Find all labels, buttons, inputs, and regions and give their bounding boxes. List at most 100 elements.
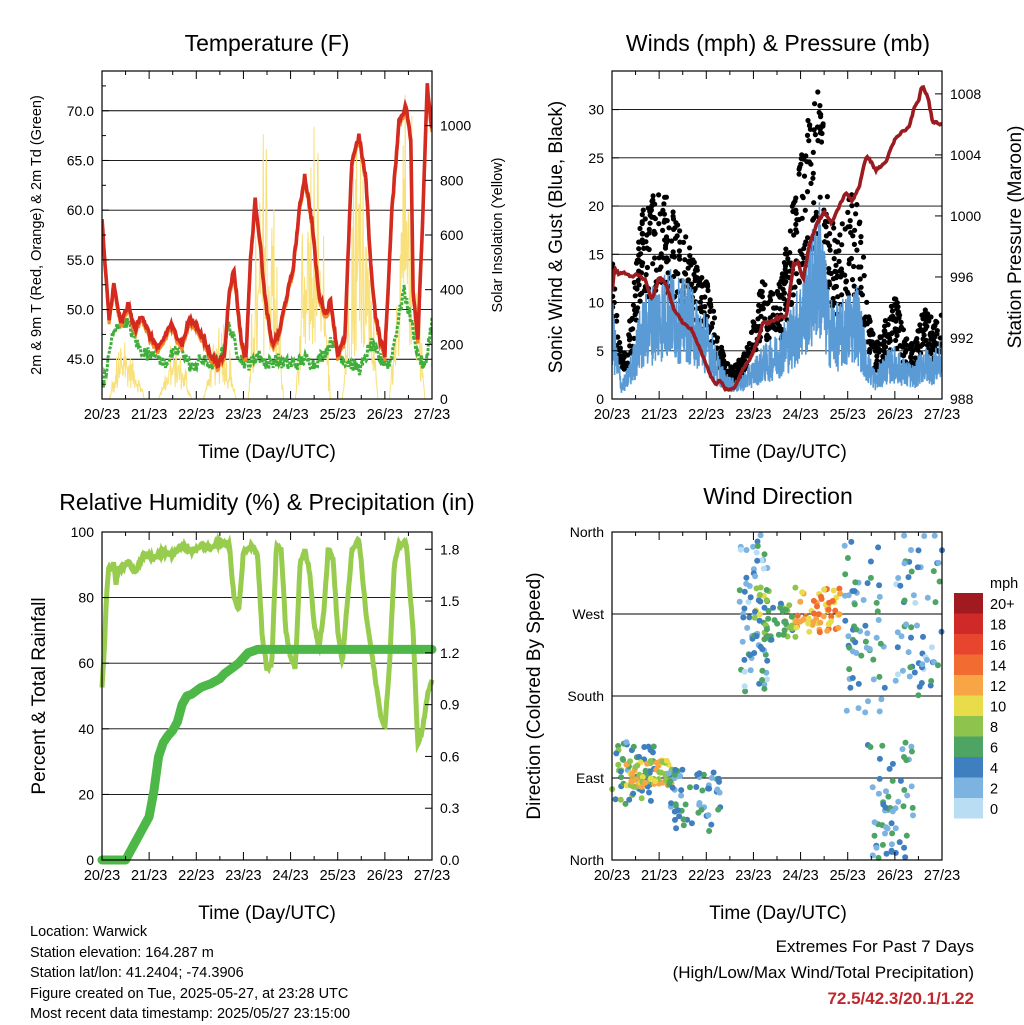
gust-point	[682, 270, 688, 276]
direction-point	[793, 624, 800, 631]
direction-point	[832, 607, 839, 614]
gust-point	[790, 292, 796, 298]
gust-point	[683, 234, 689, 240]
gust-point	[913, 345, 919, 351]
direction-point	[895, 798, 902, 805]
gust-point	[851, 283, 857, 289]
y-tick-label: 100	[71, 524, 95, 540]
gust-point	[926, 341, 932, 347]
gust-point	[867, 346, 873, 352]
gust-point	[782, 263, 789, 269]
direction-point	[869, 852, 876, 859]
direction-point	[908, 748, 915, 755]
gust-point	[787, 228, 794, 234]
gust-point	[633, 260, 640, 266]
gust-point	[889, 308, 896, 314]
direction-point	[849, 648, 856, 655]
direction-point	[678, 787, 685, 794]
direction-point	[876, 673, 883, 680]
x-tick-label: 22/23	[688, 407, 724, 423]
y-tick-label: 80	[78, 590, 94, 606]
gust-point	[771, 325, 778, 331]
gust-point	[844, 289, 851, 295]
direction-point	[894, 644, 901, 651]
x-tick-label: 26/23	[367, 407, 403, 423]
gust-point	[865, 339, 871, 345]
gust-point	[857, 276, 863, 282]
direction-point	[882, 830, 888, 837]
gust-point	[919, 312, 925, 318]
y-tick-label: 20	[588, 198, 604, 214]
legend-swatch	[954, 736, 983, 757]
direction-point	[821, 586, 827, 593]
gust-point	[897, 312, 903, 318]
gust-point	[734, 361, 741, 367]
direction-point	[657, 769, 663, 776]
direction-point	[900, 803, 907, 810]
direction-point	[836, 611, 843, 618]
gust-point	[847, 218, 853, 224]
extremes-subheading: (High/Low/Max Wind/Total Precipitation)	[672, 963, 974, 982]
direction-point	[824, 627, 831, 634]
direction-point	[862, 638, 869, 645]
direction-point	[932, 599, 939, 606]
gust-point	[882, 323, 888, 329]
gust-point	[824, 194, 831, 200]
gust-point	[642, 287, 648, 293]
gust-point	[785, 256, 791, 262]
direction-point	[852, 579, 859, 586]
x-tick-label: 23/23	[225, 868, 261, 884]
direction-point	[647, 797, 654, 804]
station-pressure-line	[612, 84, 942, 392]
gust-point	[909, 341, 916, 347]
gust-point	[866, 314, 872, 320]
direction-point	[897, 582, 904, 589]
gust-point	[636, 282, 642, 288]
gust-point	[806, 123, 813, 129]
legend-label: 20+	[990, 597, 1015, 613]
direction-point	[708, 774, 715, 781]
direction-point	[613, 750, 620, 757]
y-tick-label: East	[576, 770, 604, 786]
gust-point	[746, 350, 752, 356]
direction-point	[799, 589, 806, 596]
direction-title: Wind Direction	[703, 483, 853, 509]
direction-point	[762, 651, 769, 658]
gust-point	[658, 264, 664, 270]
gust-point	[833, 275, 840, 281]
direction-point	[623, 739, 630, 746]
gust-point	[637, 298, 643, 304]
legend-label: 16	[990, 638, 1006, 654]
direction-point	[805, 620, 812, 627]
gust-point	[810, 175, 816, 181]
direction-point	[810, 619, 816, 626]
gust-point	[818, 114, 824, 120]
direction-point	[630, 790, 637, 797]
direction-point	[636, 753, 643, 760]
direction-point	[820, 613, 827, 620]
y2-tick-label: 1000	[950, 208, 981, 224]
y-tick-label: 45.0	[67, 351, 94, 367]
gust-point	[779, 326, 785, 333]
y2-tick-label: 800	[440, 172, 464, 188]
humidity-series	[97, 532, 437, 865]
humidity-title: Relative Humidity (%) & Precipitation (i…	[59, 489, 474, 515]
gust-point	[817, 194, 823, 200]
direction-point	[757, 532, 764, 539]
direction-point	[899, 746, 906, 753]
gust-point	[812, 101, 818, 107]
gust-point	[705, 287, 711, 294]
direction-point	[794, 612, 801, 619]
gust-point	[709, 320, 716, 326]
gust-point	[729, 368, 735, 374]
gust-point	[662, 194, 668, 200]
gust-point	[669, 238, 675, 244]
gust-point	[615, 334, 621, 340]
direction-point	[768, 636, 775, 643]
direction-point	[752, 608, 759, 615]
gust-point	[791, 232, 797, 238]
gust-point	[827, 247, 833, 253]
gust-point	[677, 239, 683, 245]
gust-point	[894, 300, 900, 306]
gust-point	[652, 255, 658, 261]
